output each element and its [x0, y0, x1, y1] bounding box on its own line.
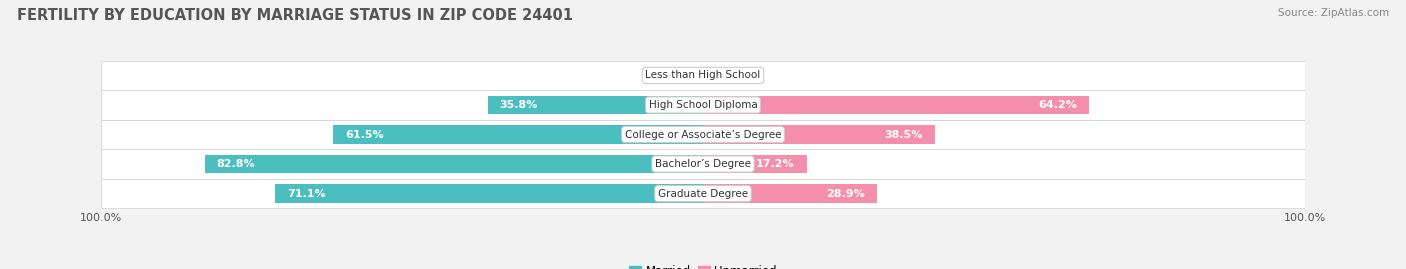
Text: 71.1%: 71.1% — [287, 189, 326, 199]
Bar — [276, 185, 703, 203]
Text: 82.8%: 82.8% — [217, 159, 256, 169]
Bar — [703, 96, 1090, 114]
Bar — [703, 155, 807, 173]
Text: 61.5%: 61.5% — [344, 129, 384, 140]
Bar — [101, 120, 1305, 149]
Legend: Married, Unmarried: Married, Unmarried — [624, 260, 782, 269]
Bar — [101, 179, 1305, 208]
Text: 0.0%: 0.0% — [711, 70, 741, 80]
Bar — [333, 125, 703, 144]
Text: Graduate Degree: Graduate Degree — [658, 189, 748, 199]
Text: Less than High School: Less than High School — [645, 70, 761, 80]
Bar — [101, 90, 1305, 120]
Text: Source: ZipAtlas.com: Source: ZipAtlas.com — [1278, 8, 1389, 18]
Text: College or Associate’s Degree: College or Associate’s Degree — [624, 129, 782, 140]
Bar — [703, 185, 877, 203]
Text: Bachelor’s Degree: Bachelor’s Degree — [655, 159, 751, 169]
Text: 64.2%: 64.2% — [1039, 100, 1077, 110]
Bar — [703, 125, 935, 144]
Bar — [205, 155, 703, 173]
Bar — [101, 61, 1305, 90]
Text: 28.9%: 28.9% — [827, 189, 865, 199]
Text: 38.5%: 38.5% — [884, 129, 922, 140]
Text: FERTILITY BY EDUCATION BY MARRIAGE STATUS IN ZIP CODE 24401: FERTILITY BY EDUCATION BY MARRIAGE STATU… — [17, 8, 572, 23]
Text: 17.2%: 17.2% — [756, 159, 794, 169]
Bar — [101, 149, 1305, 179]
Text: High School Diploma: High School Diploma — [648, 100, 758, 110]
Bar — [488, 96, 703, 114]
Text: 35.8%: 35.8% — [499, 100, 538, 110]
Text: 0.0%: 0.0% — [665, 70, 695, 80]
